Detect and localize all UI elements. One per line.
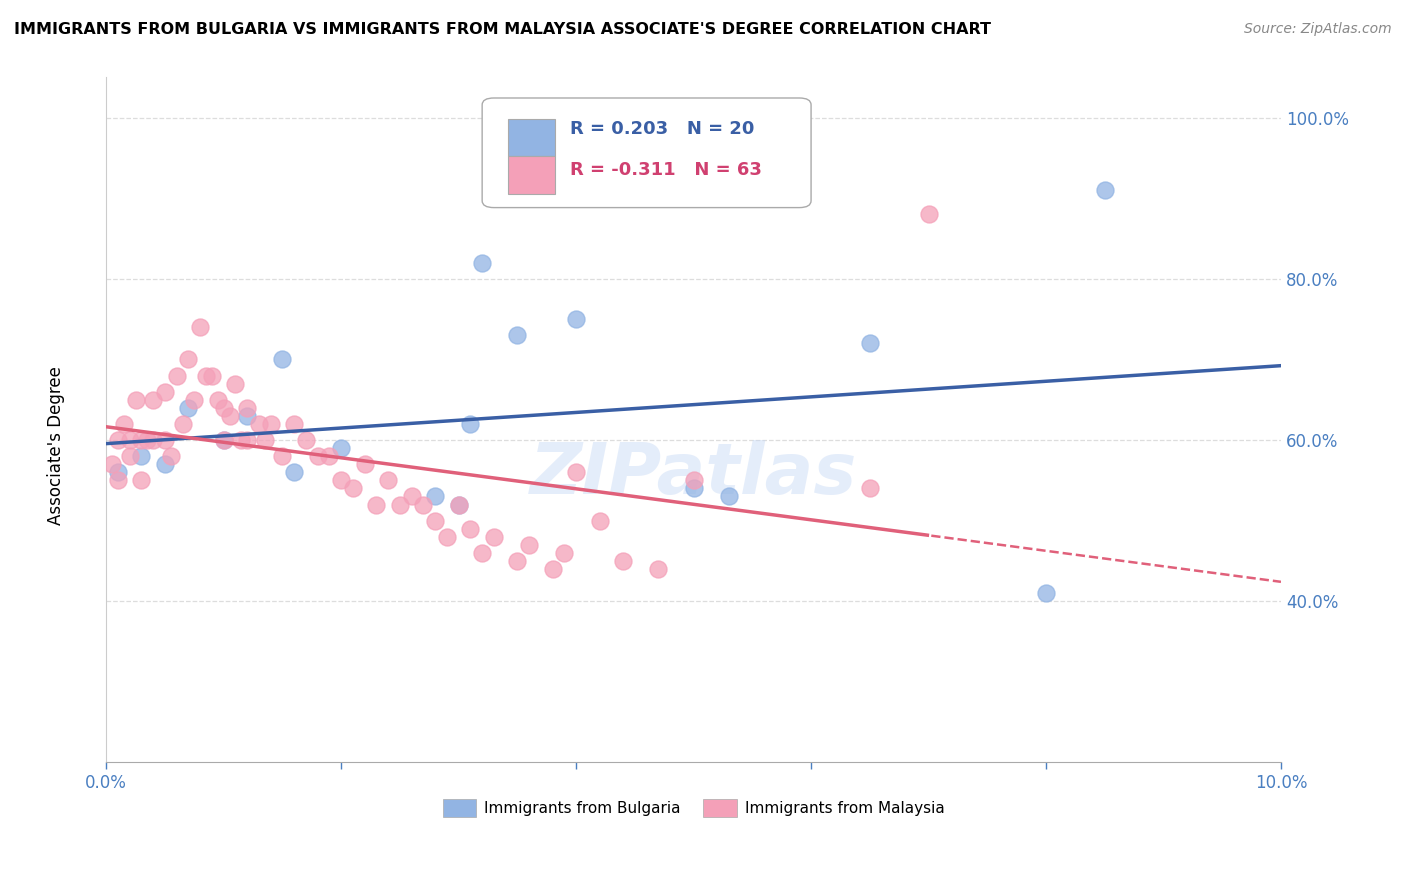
Point	[131, 449, 153, 463]
Legend: Immigrants from Bulgaria, Immigrants from Malaysia: Immigrants from Bulgaria, Immigrants fro…	[437, 792, 950, 823]
Point	[283, 466, 305, 480]
Text: Source: ZipAtlas.com: Source: ZipAtlas.com	[1244, 22, 1392, 37]
Point	[224, 376, 246, 391]
Text: R = 0.203   N = 20: R = 0.203 N = 20	[571, 120, 755, 138]
Point	[330, 441, 353, 455]
Point	[425, 490, 447, 504]
Point	[565, 466, 588, 480]
Text: IMMIGRANTS FROM BULGARIA VS IMMIGRANTS FROM MALAYSIA ASSOCIATE'S DEGREE CORRELAT: IMMIGRANTS FROM BULGARIA VS IMMIGRANTS F…	[14, 22, 991, 37]
Point	[118, 449, 141, 463]
Point	[136, 433, 159, 447]
FancyBboxPatch shape	[508, 156, 555, 194]
Text: Associate's Degree: Associate's Degree	[48, 367, 65, 525]
Point	[436, 530, 458, 544]
Point	[553, 546, 575, 560]
Point	[447, 498, 470, 512]
Point	[541, 562, 564, 576]
Point	[153, 433, 176, 447]
Point	[342, 482, 364, 496]
Point	[330, 474, 353, 488]
Point	[682, 474, 704, 488]
Point	[447, 498, 470, 512]
Point	[565, 312, 588, 326]
Point	[283, 417, 305, 431]
Point	[236, 401, 259, 415]
Point	[353, 457, 375, 471]
Point	[682, 482, 704, 496]
Point	[647, 562, 669, 576]
Point	[253, 433, 276, 447]
FancyBboxPatch shape	[482, 98, 811, 208]
Point	[183, 392, 205, 407]
Text: R = -0.311   N = 63: R = -0.311 N = 63	[571, 161, 762, 179]
Point	[271, 352, 294, 367]
Point	[231, 433, 253, 447]
Point	[236, 433, 259, 447]
Point	[166, 368, 188, 383]
Point	[318, 449, 340, 463]
Point	[471, 256, 494, 270]
Point	[307, 449, 329, 463]
Point	[460, 522, 482, 536]
Point	[212, 433, 235, 447]
Point	[425, 514, 447, 528]
Point	[142, 392, 165, 407]
Point	[236, 409, 259, 423]
Point	[482, 530, 505, 544]
Point	[412, 498, 434, 512]
Point	[517, 538, 540, 552]
Point	[172, 417, 194, 431]
Point	[142, 433, 165, 447]
Point	[859, 482, 882, 496]
Point	[218, 409, 240, 423]
Point	[295, 433, 318, 447]
Point	[188, 320, 211, 334]
Point	[377, 474, 399, 488]
Point	[588, 514, 610, 528]
Point	[131, 474, 153, 488]
Point	[859, 336, 882, 351]
Point	[1035, 586, 1057, 600]
Text: ZIPatlas: ZIPatlas	[530, 441, 858, 509]
Point	[1094, 183, 1116, 197]
Point	[153, 457, 176, 471]
Point	[247, 417, 270, 431]
Point	[460, 417, 482, 431]
Point	[118, 433, 141, 447]
Point	[506, 554, 529, 568]
Point	[260, 417, 283, 431]
Point	[388, 498, 411, 512]
Point	[717, 490, 740, 504]
Point	[153, 384, 176, 399]
Point	[195, 368, 218, 383]
Point	[160, 449, 183, 463]
Point	[506, 328, 529, 343]
Point	[201, 368, 224, 383]
Point	[107, 474, 129, 488]
Point	[131, 433, 153, 447]
Point	[124, 392, 146, 407]
Point	[207, 392, 229, 407]
Point	[101, 457, 124, 471]
Point	[212, 401, 235, 415]
Point	[271, 449, 294, 463]
FancyBboxPatch shape	[508, 119, 555, 156]
Point	[112, 417, 135, 431]
Point	[107, 466, 129, 480]
Point	[212, 433, 235, 447]
Point	[917, 207, 939, 221]
Point	[366, 498, 388, 512]
Point	[177, 401, 200, 415]
Point	[471, 546, 494, 560]
Point	[401, 490, 423, 504]
Point	[177, 352, 200, 367]
Point	[107, 433, 129, 447]
Point	[612, 554, 634, 568]
